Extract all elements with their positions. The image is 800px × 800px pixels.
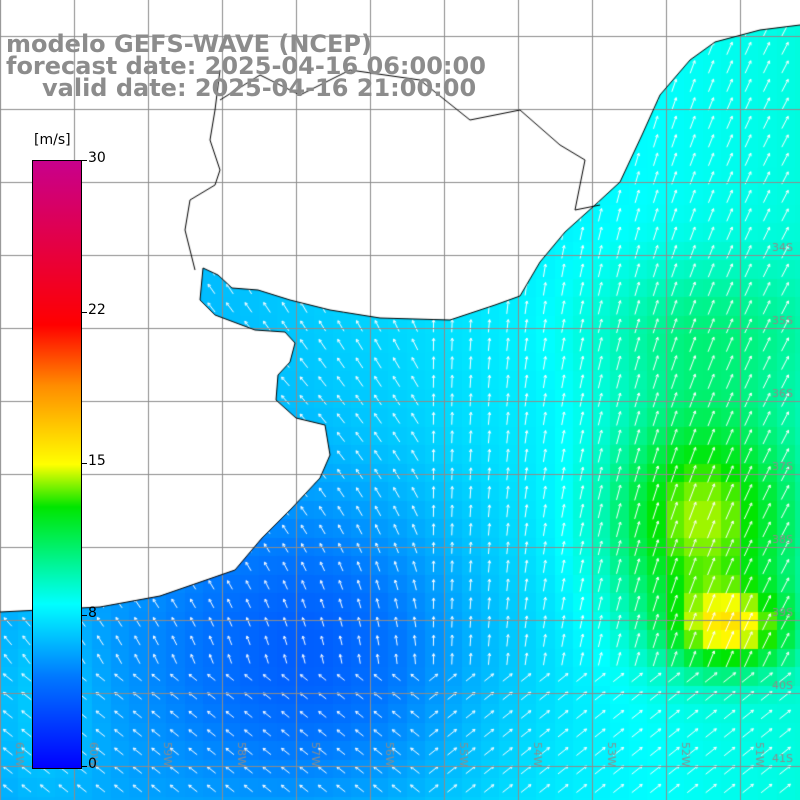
colorbar-tick: [81, 615, 87, 616]
title-model: modelo GEFS-WAVE (NCEP): [6, 30, 372, 58]
colorbar-tick: [81, 160, 87, 161]
title-valid-date: valid date: 2025-04-16 21:00:00: [42, 74, 477, 102]
colorbar-tick-label: 22: [88, 302, 106, 318]
colorbar-tick-label: 15: [88, 453, 106, 469]
colorbar: [32, 160, 82, 769]
title-forecast-date: forecast date: 2025-04-16 06:00:00: [6, 52, 486, 80]
colorbar-tick: [81, 766, 87, 767]
colorbar-tick-label: 0: [88, 756, 97, 772]
colorbar-tick: [81, 312, 87, 313]
colorbar-tick-label: 30: [88, 150, 106, 166]
colorbar-tick-label: 8: [88, 605, 97, 621]
colorbar-tick: [81, 463, 87, 464]
colorbar-unit: [m/s]: [34, 132, 71, 148]
